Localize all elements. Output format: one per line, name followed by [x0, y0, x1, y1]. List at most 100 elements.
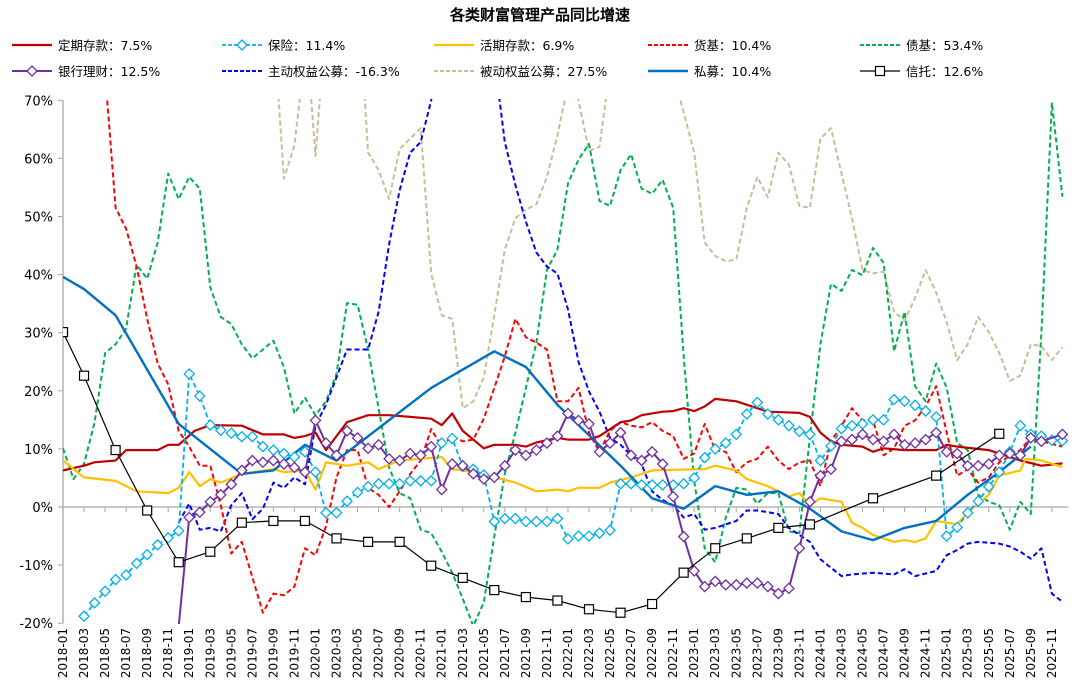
legend-label-5: 银行理财：12.5% — [58, 64, 160, 79]
series-5-diamond-marker — [604, 437, 616, 450]
series-1-diamond-marker — [267, 444, 280, 456]
series-6-line — [177, 99, 1064, 603]
series-1-diamond-marker — [498, 512, 511, 525]
series-9-square-marker — [994, 428, 1005, 439]
series-5-diamond-marker — [919, 433, 932, 446]
series-7-group — [277, 99, 1064, 410]
series-5-diamond-marker — [320, 437, 332, 450]
series-5-diamond-marker — [761, 580, 774, 593]
x-tick-label: 2021-05 — [477, 628, 491, 678]
series-9-square-marker — [205, 546, 216, 557]
x-tick-label: 2018-03 — [77, 628, 91, 678]
series-1-diamond-marker — [372, 477, 385, 490]
series-9-square-marker — [236, 517, 247, 528]
legend: 定期存款：7.5% 保险：11.4% 活期存款：6.9% 货基：10.4% 债基：53.… — [12, 38, 983, 79]
y-tick-label: 0% — [32, 501, 53, 516]
series-5-diamond-marker — [362, 442, 374, 455]
series-5-diamond-marker — [530, 444, 543, 456]
series-3-line — [106, 99, 1063, 614]
series-5-diamond-marker — [593, 445, 606, 458]
x-tick-label: 2024-09 — [898, 628, 912, 678]
chart-title: 各类财富管理产品同比增速 — [449, 6, 630, 24]
series-1-diamond-marker — [1056, 434, 1069, 447]
series-layer — [63, 99, 1069, 624]
series-5-diamond-marker — [26, 65, 38, 77]
series-1-diamond-marker — [519, 515, 532, 528]
series-5-diamond-marker — [1056, 428, 1069, 441]
series-5-diamond-marker — [351, 431, 364, 444]
series-5-diamond-marker — [677, 530, 690, 543]
x-tick-label: 2022-09 — [645, 628, 659, 678]
x-tick-label: 2021-01 — [435, 628, 449, 678]
series-5-diamond-marker — [730, 578, 743, 591]
series-0-group — [63, 397, 1063, 472]
series-1-diamond-marker — [982, 480, 995, 493]
x-tick-label: 2023-05 — [729, 628, 743, 678]
series-5-diamond-marker — [888, 428, 900, 441]
series-1-diamond-marker — [677, 477, 690, 490]
series-5-diamond-marker — [898, 438, 911, 451]
series-1-diamond-marker — [646, 479, 659, 491]
series-5-diamond-marker — [846, 433, 858, 446]
series-1-diamond-marker — [730, 428, 743, 441]
series-4-group — [63, 101, 1064, 624]
series-1-diamond-marker — [856, 417, 869, 430]
series-9-square-marker — [362, 536, 374, 547]
series-1-diamond-marker — [225, 427, 238, 440]
series-5-diamond-marker — [583, 417, 595, 430]
series-1-diamond-marker — [930, 411, 943, 423]
series-5-diamond-marker — [509, 444, 522, 456]
x-tick-label: 2025-01 — [940, 628, 954, 678]
series-5-diamond-marker — [562, 407, 574, 420]
series-1-diamond-marker — [278, 447, 290, 460]
series-1-diamond-marker — [214, 424, 227, 437]
series-1-diamond-marker — [656, 479, 669, 491]
series-5-diamond-marker — [751, 577, 764, 590]
series-5-diamond-marker — [972, 459, 985, 472]
series-1-diamond-marker — [362, 480, 374, 493]
series-1-diamond-marker — [509, 512, 522, 525]
series-5-diamond-marker — [625, 449, 637, 462]
y-tick-label: 50% — [24, 211, 53, 226]
x-axis: 2018-01 2018-03 2018-05 2018-07 2018-09 2018-… — [56, 506, 1069, 678]
series-5-diamond-marker — [993, 449, 1006, 462]
series-1-diamond-marker — [446, 432, 459, 445]
x-tick-label: 2022-07 — [624, 628, 638, 678]
x-tick-label: 2024-01 — [813, 628, 827, 678]
legend-item-7: 被动权益公募：27.5% — [434, 64, 607, 79]
legend-item-4: 债基：53.4% — [860, 38, 983, 53]
series-1-diamond-marker — [435, 437, 448, 450]
x-tick-label: 2018-05 — [98, 628, 112, 678]
series-9-square-marker — [520, 591, 531, 603]
legend-label-8: 私募：10.4% — [694, 64, 771, 79]
series-5-diamond-marker — [267, 454, 280, 467]
series-1-diamond-marker — [541, 515, 553, 528]
series-1-diamond-marker — [698, 451, 711, 464]
series-5-diamond-marker — [341, 424, 353, 437]
series-1-diamond-marker — [246, 430, 259, 443]
x-tick-label: 2023-09 — [771, 628, 785, 678]
series-5-diamond-marker — [667, 490, 680, 503]
x-tick-label: 2020-05 — [351, 628, 365, 678]
y-tick-label: 60% — [24, 152, 53, 167]
series-1-diamond-marker — [204, 419, 217, 431]
series-5-diamond-marker — [646, 445, 659, 458]
x-tick-label: 2019-09 — [266, 628, 280, 678]
series-1-diamond-marker — [109, 573, 122, 586]
y-tick-label: -20% — [19, 617, 53, 632]
y-tick-label: 20% — [24, 385, 53, 400]
series-1-diamond-marker — [572, 530, 585, 542]
legend-label-3: 货基：10.4% — [694, 38, 771, 53]
series-1-diamond-marker — [614, 477, 627, 490]
series-5-diamond-marker — [551, 430, 564, 443]
series-1-diamond-marker — [814, 454, 827, 467]
series-5-diamond-marker — [519, 449, 532, 462]
x-tick-label: 2022-05 — [603, 628, 617, 678]
series-1-diamond-marker — [804, 428, 816, 441]
legend-item-0: 定期存款：7.5% — [12, 38, 152, 53]
series-5-diamond-marker — [541, 437, 553, 450]
x-tick-label: 2024-03 — [834, 628, 848, 678]
series-9-square-marker — [710, 543, 721, 554]
series-5-diamond-marker — [288, 461, 301, 474]
